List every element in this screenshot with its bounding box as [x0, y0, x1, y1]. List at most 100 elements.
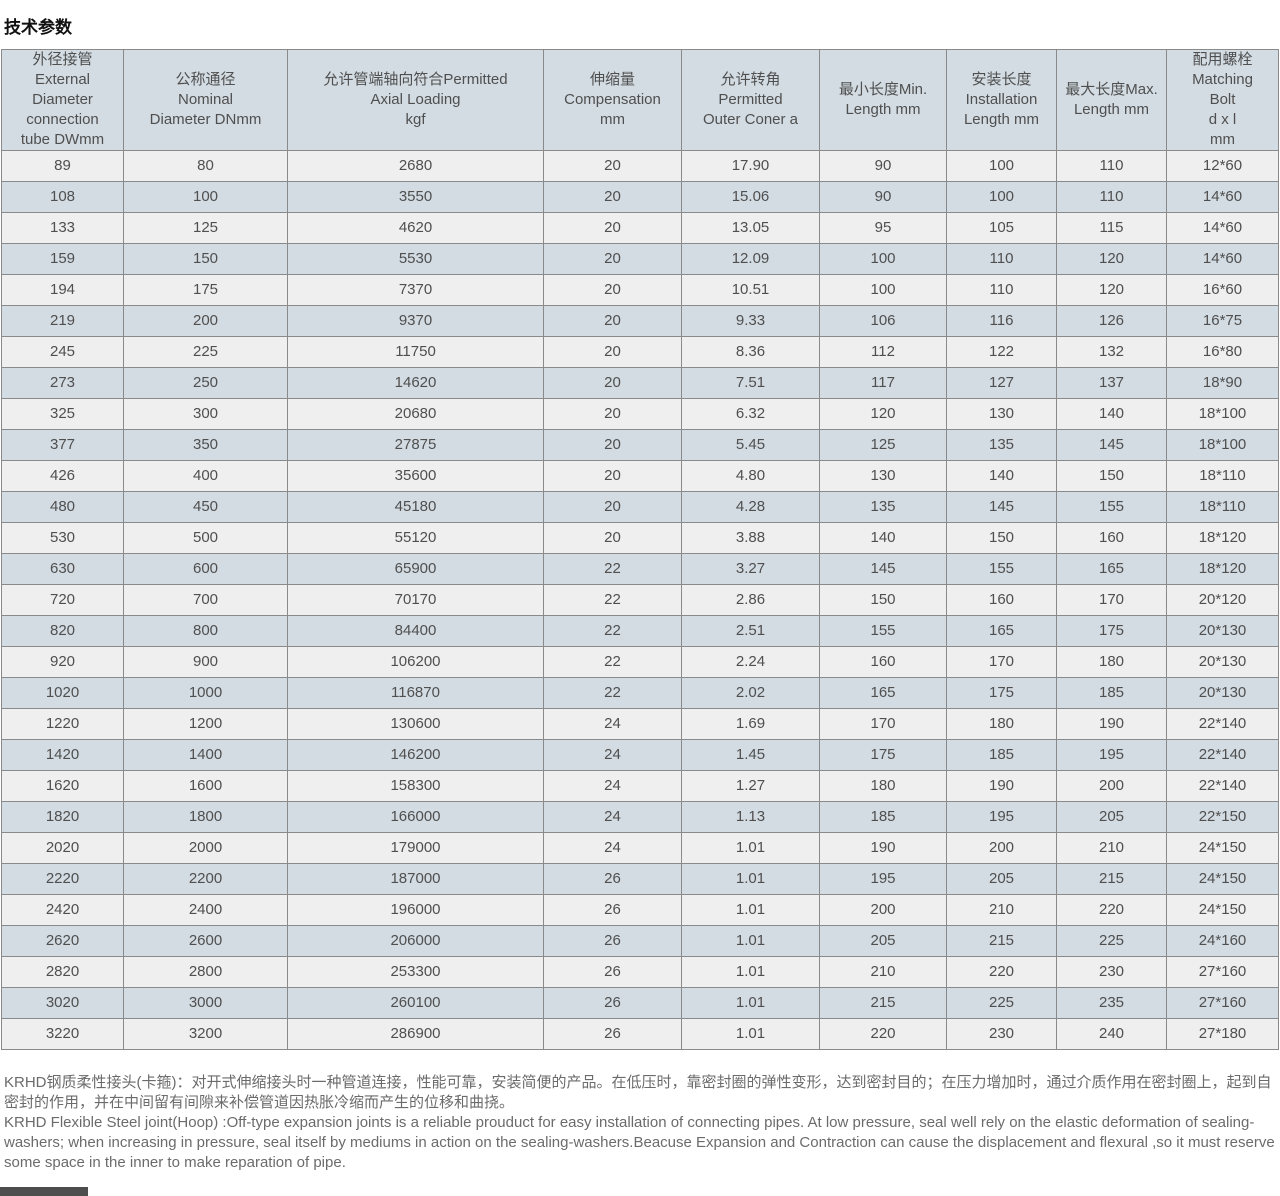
table-cell: 116 — [946, 305, 1057, 337]
table-cell: 1800 — [123, 801, 288, 833]
table-cell: 170 — [1056, 584, 1167, 616]
table-cell: 2220 — [1, 863, 124, 895]
table-cell: 219 — [1, 305, 124, 337]
table-cell: 2.24 — [681, 646, 820, 678]
table-cell: 170 — [946, 646, 1057, 678]
table-cell: 205 — [946, 863, 1057, 895]
table-cell: 2420 — [1, 894, 124, 926]
table-cell: 127 — [946, 367, 1057, 399]
table-cell: 20*130 — [1166, 646, 1279, 678]
table-cell: 105 — [946, 212, 1057, 244]
table-cell: 22*150 — [1166, 801, 1279, 833]
table-cell: 7370 — [287, 274, 544, 306]
column-header: 最大长度Max. Length mm — [1056, 49, 1167, 151]
table-cell: 10.51 — [681, 274, 820, 306]
table-cell: 900 — [123, 646, 288, 678]
table-cell: 20*130 — [1166, 615, 1279, 647]
table-row: 2020 2000 179000 24 1.01 190 200 210 24*150 — [1, 832, 1279, 864]
table-cell: 225 — [123, 336, 288, 368]
table-cell: 210 — [819, 956, 947, 988]
table-cell: 130600 — [287, 708, 544, 740]
table-cell: 24 — [543, 801, 682, 833]
table-cell: 20 — [543, 429, 682, 461]
table-cell: 22*140 — [1166, 739, 1279, 771]
table-cell: 24 — [543, 770, 682, 802]
table-row: 920 900 106200 22 2.24 160 170 180 20*130 — [1, 646, 1279, 678]
table-cell: 225 — [1056, 925, 1167, 957]
table-cell: 106 — [819, 305, 947, 337]
table-cell: 18*110 — [1166, 491, 1279, 523]
table-cell: 150 — [946, 522, 1057, 554]
table-cell: 16*60 — [1166, 274, 1279, 306]
table-cell: 630 — [1, 553, 124, 585]
column-header: 允许转角 Permitted Outer Coner a — [681, 49, 820, 151]
table-row: 2420 2400 196000 26 1.01 200 210 220 24*150 — [1, 894, 1279, 926]
table-cell: 110 — [946, 274, 1057, 306]
table-cell: 160 — [1056, 522, 1167, 554]
table-cell: 145 — [1056, 429, 1167, 461]
table-row: 2220 2200 187000 26 1.01 195 205 215 24*150 — [1, 863, 1279, 895]
table-cell: 27*180 — [1166, 1018, 1279, 1050]
table-cell: 225 — [946, 987, 1057, 1019]
table-cell: 24*150 — [1166, 863, 1279, 895]
table-cell: 95 — [819, 212, 947, 244]
table-cell: 65900 — [287, 553, 544, 585]
table-cell: 3.27 — [681, 553, 820, 585]
table-cell: 2800 — [123, 956, 288, 988]
table-cell: 14*60 — [1166, 212, 1279, 244]
table-cell: 9370 — [287, 305, 544, 337]
table-cell: 185 — [1056, 677, 1167, 709]
table-cell: 180 — [1056, 646, 1167, 678]
table-cell: 1.27 — [681, 770, 820, 802]
table-cell: 230 — [1056, 956, 1167, 988]
table-cell: 17.90 — [681, 150, 820, 182]
table-cell: 720 — [1, 584, 124, 616]
table-cell: 195 — [946, 801, 1057, 833]
table-row: 2620 2600 206000 26 1.01 205 215 225 24*160 — [1, 925, 1279, 957]
table-row: 108 100 3550 20 15.06 90 100 110 14*60 — [1, 181, 1279, 213]
table-cell: 27*160 — [1166, 956, 1279, 988]
table-cell: 24 — [543, 708, 682, 740]
table-cell: 920 — [1, 646, 124, 678]
table-cell: 220 — [819, 1018, 947, 1050]
table-cell: 20 — [543, 150, 682, 182]
table-cell: 2.51 — [681, 615, 820, 647]
table-cell: 4.28 — [681, 491, 820, 523]
table-cell: 175 — [123, 274, 288, 306]
table-cell: 155 — [819, 615, 947, 647]
table-row: 219 200 9370 20 9.33 106 116 126 16*75 — [1, 305, 1279, 337]
table-cell: 20*130 — [1166, 677, 1279, 709]
table-row: 3020 3000 260100 26 1.01 215 225 235 27*160 — [1, 987, 1279, 1019]
table-cell: 220 — [1056, 894, 1167, 926]
table-cell: 185 — [819, 801, 947, 833]
table-cell: 3550 — [287, 181, 544, 213]
table-cell: 2020 — [1, 832, 124, 864]
table-cell: 2000 — [123, 832, 288, 864]
table-cell: 300 — [123, 398, 288, 430]
table-cell: 1.01 — [681, 832, 820, 864]
header-row: 外径接管 External Diameter connection tube D… — [1, 49, 1279, 151]
page-title: 技术参数 — [4, 18, 72, 37]
table-cell: 22 — [543, 677, 682, 709]
table-row: 2820 2800 253300 26 1.01 210 220 230 27*160 — [1, 956, 1279, 988]
table-cell: 12.09 — [681, 243, 820, 275]
table-cell: 126 — [1056, 305, 1167, 337]
table-cell: 24 — [543, 832, 682, 864]
table-cell: 700 — [123, 584, 288, 616]
table-cell: 1600 — [123, 770, 288, 802]
table-cell: 4.80 — [681, 460, 820, 492]
table-cell: 530 — [1, 522, 124, 554]
table-cell: 22 — [543, 646, 682, 678]
table-cell: 205 — [819, 925, 947, 957]
table-cell: 110 — [946, 243, 1057, 275]
table-cell: 14620 — [287, 367, 544, 399]
column-header: 配用螺栓 Matching Bolt d x l mm — [1166, 49, 1279, 151]
table-cell: 1020 — [1, 677, 124, 709]
table-cell: 15.06 — [681, 181, 820, 213]
table-cell: 350 — [123, 429, 288, 461]
table-cell: 3000 — [123, 987, 288, 1019]
table-cell: 140 — [1056, 398, 1167, 430]
table-cell: 110 — [1056, 150, 1167, 182]
table-row: 1420 1400 146200 24 1.45 175 185 195 22*140 — [1, 739, 1279, 771]
table-cell: 820 — [1, 615, 124, 647]
